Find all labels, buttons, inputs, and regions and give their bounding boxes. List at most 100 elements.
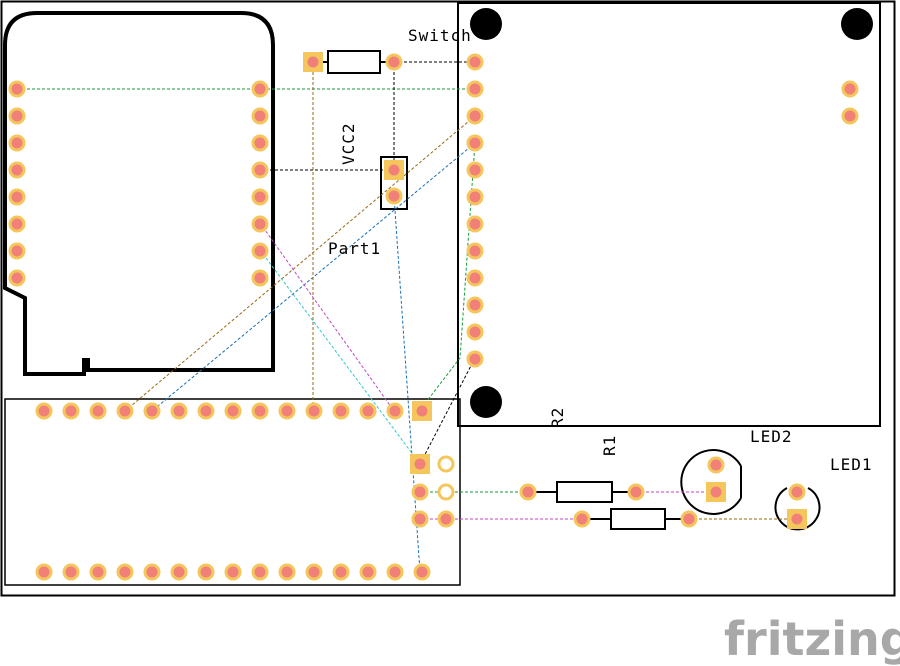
vcc2-pin-2[interactable]	[385, 187, 403, 205]
mcu-bottom-pin-10[interactable]	[278, 563, 296, 581]
vcc2-pin-1[interactable]	[385, 161, 403, 179]
mcu-bottom-pin-8[interactable]	[224, 563, 242, 581]
display-aux-pin-2[interactable]	[841, 107, 859, 125]
mcu-top-pin-4[interactable]	[116, 402, 134, 420]
mcu-top-pin-7[interactable]	[197, 402, 215, 420]
mcu-top-pin-9[interactable]	[251, 402, 269, 420]
mcu-top-pin-5[interactable]	[143, 402, 161, 420]
led1-outline[interactable]	[774, 487, 821, 531]
label-part1: Part1	[328, 239, 381, 258]
esp-right-pin-3[interactable]	[251, 134, 269, 152]
switch-pin-1[interactable]	[304, 53, 322, 71]
esp-left-pin-4[interactable]	[8, 161, 26, 179]
fritzing-logo: fritzing	[724, 612, 900, 666]
mcu-bottom-pin-1[interactable]	[35, 563, 53, 581]
mcu-bottom-pin-14[interactable]	[386, 563, 404, 581]
mcu-bottom-pin-6[interactable]	[170, 563, 188, 581]
mcu-side-pin-1[interactable]	[411, 455, 429, 473]
led2-pin-2[interactable]	[707, 483, 725, 501]
label-r1: R1	[600, 435, 619, 456]
display-pin-4[interactable]	[466, 134, 484, 152]
esp-left-pin-3[interactable]	[8, 134, 26, 152]
mcu-bottom-pin-11[interactable]	[305, 563, 323, 581]
display-pin-8[interactable]	[466, 242, 484, 260]
ratsnest-vcc2-to-mcu-blue[interactable]	[393, 195, 421, 573]
esp-left-pin-7[interactable]	[8, 242, 26, 260]
label-switch: Switch	[408, 26, 472, 45]
mcu-side-pin-2[interactable]	[411, 483, 429, 501]
esp-left-pin-8[interactable]	[8, 269, 26, 287]
led1-pin-1[interactable]	[788, 483, 806, 501]
label-led1: LED1	[830, 455, 873, 474]
mcu-top-pin-15[interactable]	[413, 402, 431, 420]
esp-module-outline[interactable]	[3, 11, 275, 376]
mcu-top-pin-11[interactable]	[305, 402, 323, 420]
label-vcc2: VCC2	[339, 122, 358, 165]
mcu-top-pin-14[interactable]	[386, 402, 404, 420]
mcu-bottom-pin-9[interactable]	[251, 563, 269, 581]
r2-pin-1[interactable]	[519, 483, 537, 501]
display-aux-pin-1[interactable]	[841, 80, 859, 98]
board-outline	[0, 0, 896, 597]
esp-right-pin-4[interactable]	[251, 161, 269, 179]
display-pin-5[interactable]	[466, 161, 484, 179]
led2-outline[interactable]	[680, 449, 742, 515]
mcu-top-pin-2[interactable]	[62, 402, 80, 420]
mcu-side-pin-3[interactable]	[411, 510, 429, 528]
esp-right-pin-7[interactable]	[251, 242, 269, 260]
esp-left-pin-6[interactable]	[8, 215, 26, 233]
mcu-bottom-pin-7[interactable]	[197, 563, 215, 581]
ratsnest-esp-to-mcu-magenta[interactable]	[259, 222, 395, 412]
r1-pin-2[interactable]	[680, 510, 698, 528]
display-pin-1[interactable]	[466, 53, 484, 71]
mount-hole-bottom-left	[470, 386, 502, 418]
mcu-top-pin-10[interactable]	[278, 402, 296, 420]
display-module-outline[interactable]	[457, 2, 881, 427]
display-pin-3[interactable]	[466, 107, 484, 125]
mcu-side-hole-2[interactable]	[437, 483, 455, 501]
display-pin-9[interactable]	[466, 269, 484, 287]
esp-right-pin-6[interactable]	[251, 215, 269, 233]
ratsnest-esp-to-mcu-cyan[interactable]	[259, 249, 421, 465]
esp-right-pin-1[interactable]	[251, 80, 269, 98]
mcu-top-pin-6[interactable]	[170, 402, 188, 420]
ratsnest-lines	[17, 61, 797, 573]
mcu-top-pin-13[interactable]	[359, 402, 377, 420]
display-pin-7[interactable]	[466, 215, 484, 233]
esp-right-pin-8[interactable]	[251, 269, 269, 287]
esp-right-pin-5[interactable]	[251, 188, 269, 206]
mcu-top-pin-1[interactable]	[35, 402, 53, 420]
mcu-bottom-pin-15[interactable]	[413, 563, 431, 581]
mcu-bottom-pin-4[interactable]	[116, 563, 134, 581]
mcu-bottom-pin-5[interactable]	[143, 563, 161, 581]
esp-left-pin-2[interactable]	[8, 107, 26, 125]
mcu-top-pin-3[interactable]	[89, 402, 107, 420]
ratsnest-display-to-mcu-green[interactable]	[419, 142, 476, 411]
mcu-bottom-pin-13[interactable]	[359, 563, 377, 581]
mcu-top-pin-12[interactable]	[332, 402, 350, 420]
mcu-side-pin-4[interactable]	[437, 510, 455, 528]
r1-pin-1[interactable]	[573, 510, 591, 528]
esp-left-pin-1[interactable]	[8, 80, 26, 98]
mcu-bottom-pin-2[interactable]	[62, 563, 80, 581]
esp-right-pin-2[interactable]	[251, 107, 269, 125]
pads-layer	[8, 52, 859, 581]
led2-pin-1[interactable]	[707, 456, 725, 474]
mount-hole-top-right	[841, 8, 873, 40]
mcu-top-pin-8[interactable]	[224, 402, 242, 420]
display-pin-10[interactable]	[466, 296, 484, 314]
mcu-side-hole-1[interactable]	[437, 455, 455, 473]
display-pin-2[interactable]	[466, 80, 484, 98]
display-pin-6[interactable]	[466, 188, 484, 206]
mount-hole-top-left	[470, 8, 502, 40]
display-pin-11[interactable]	[466, 323, 484, 341]
mcu-bottom-pin-3[interactable]	[89, 563, 107, 581]
mcu-bottom-pin-12[interactable]	[332, 563, 350, 581]
led1-pin-2[interactable]	[788, 510, 806, 528]
esp-left-pin-5[interactable]	[8, 188, 26, 206]
r2-pin-2[interactable]	[627, 483, 645, 501]
ratsnest-display-to-mcu-brown[interactable]	[124, 115, 476, 412]
display-pin-12[interactable]	[466, 350, 484, 368]
switch-pin-2[interactable]	[385, 53, 403, 71]
